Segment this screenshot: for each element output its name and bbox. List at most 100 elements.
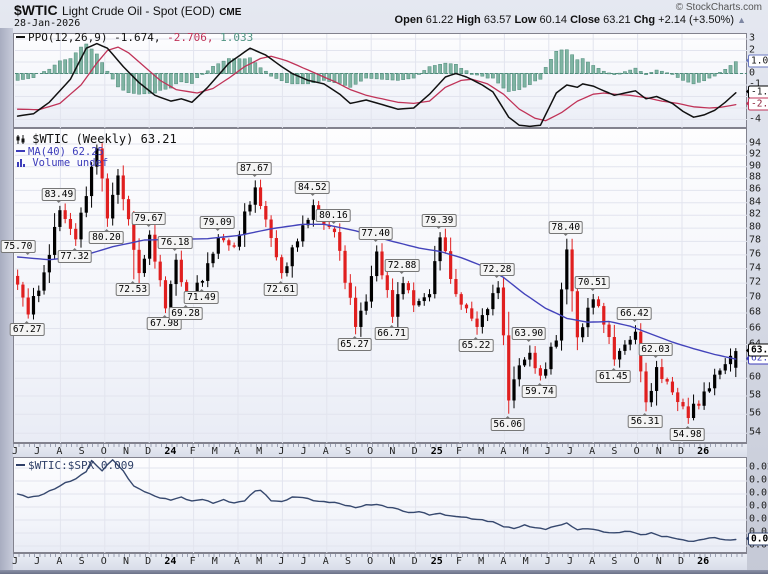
y-axis-tick-label: 88 (749, 171, 762, 183)
pointer-icon (399, 270, 406, 274)
pointer-icon (494, 275, 501, 279)
price-label: 67.27 (9, 320, 45, 336)
chg-label: Chg (633, 14, 656, 26)
x-axis-month-label: M (211, 556, 218, 567)
price-label: 72.53 (115, 281, 151, 297)
x-axis-month-label: O (100, 446, 107, 457)
x-axis-month-label: D (145, 446, 152, 457)
price-label: 77.40 (358, 227, 394, 243)
current-value-box: -2.706 (746, 97, 768, 111)
pointer-icon (743, 535, 749, 542)
symbol: $WTIC (14, 2, 58, 18)
x-axis-month-label: 25 (430, 446, 443, 457)
y-axis-tick-label: 78 (749, 234, 762, 246)
x-axis-month-label: N (389, 446, 396, 457)
x-axis-month-label: D (145, 556, 152, 567)
high-value: 63.57 (483, 14, 512, 26)
pointer-icon (743, 100, 749, 107)
price-label: 72.61 (263, 280, 298, 296)
pointer-icon (536, 382, 543, 386)
x-axis-month-label: A (233, 446, 241, 457)
current-value-box: 63.21 (746, 343, 768, 357)
main-chart-canvas (15, 129, 747, 444)
x-axis-month-label: N (655, 446, 662, 457)
pointer-icon (525, 339, 532, 343)
x-axis-month-label: M (256, 446, 263, 457)
y-axis-tick-label: 58 (749, 389, 762, 401)
x-axis-month-label: J (11, 556, 19, 567)
pointer-icon (330, 221, 337, 225)
y-axis-tick-label: 90 (749, 160, 762, 172)
x-axis-month-label: F (189, 446, 196, 457)
x-axis-month-label: S (78, 556, 85, 567)
x-axis-month-label: A (56, 556, 63, 567)
y-axis-tick-label: 68 (749, 306, 762, 318)
open-label: Open (394, 14, 423, 26)
price-label: 69.28 (168, 305, 203, 321)
y-axis-tick-label: 60 (749, 371, 762, 383)
x-axis-month-label: 26 (697, 556, 710, 567)
ppo-indicator-panel (13, 33, 747, 129)
x-axis-month-label: 24 (164, 556, 177, 567)
x-axis-month-label: A (500, 446, 507, 457)
main-legend-close: 63.21 (140, 132, 177, 146)
y-axis-tick-label: 0.014 (749, 500, 768, 512)
volume-legend: Volume undef (16, 157, 108, 169)
x-axis-month-label: D (677, 446, 685, 457)
price-label: 84.52 (295, 181, 330, 197)
pointer-icon (372, 239, 379, 243)
chart-date: 28-Jan-2026 (14, 18, 81, 29)
y-axis-tick-label: 0.016 (749, 487, 768, 499)
ppo-hist-value: 1.033 (220, 31, 254, 44)
ratio-line-swatch-icon (16, 464, 25, 466)
y-axis-tick-label: 70 (749, 291, 762, 303)
x-axis-month-label: N (389, 556, 396, 567)
y-axis-tick-label: 74 (749, 262, 762, 274)
price-label: 79.39 (421, 214, 457, 230)
weekly-tick-marks (13, 554, 747, 557)
price-label: 59.74 (522, 382, 557, 398)
x-axis-month-label: S (611, 556, 618, 567)
y-axis-tick-label: 66 (749, 322, 762, 334)
y-axis-tick-label: 3 (749, 32, 756, 44)
exchange: CME (219, 7, 242, 18)
x-axis-strip-top: J J A S O N D 24 F M A M J J A S O N D 25 F M A M J J A S O N D 26 (12, 443, 747, 458)
price-label: 71.49 (184, 288, 219, 304)
y-axis-tick-label: -1 (749, 78, 762, 90)
pointer-icon (473, 336, 480, 340)
y-axis-tick-label: 76 (749, 248, 762, 260)
x-axis-month-label: D (411, 446, 418, 457)
high-label: High (456, 14, 481, 26)
pointer-icon (71, 247, 78, 251)
x-axis-month-label: J (300, 446, 307, 457)
pointer-icon (55, 199, 62, 203)
x-axis-month-label: A (56, 446, 63, 457)
x-axis-month-label: S (344, 556, 352, 567)
x-axis-month-label: M (211, 446, 218, 457)
open-value: 61.22 (425, 14, 454, 26)
x-axis-month-label: M (478, 446, 485, 457)
x-axis-month-label: F (455, 556, 463, 567)
price-label: 72.88 (384, 258, 420, 274)
y-axis-tick-label: 92 (749, 148, 762, 160)
price-label: 80.20 (89, 228, 124, 244)
x-axis-month-label: J (544, 446, 551, 457)
x-axis-month-label: F (189, 556, 196, 567)
x-axis-month-label: J (34, 556, 41, 567)
price-label: 67.98 (147, 315, 182, 331)
pointer-icon (684, 425, 691, 429)
up-arrow-icon: ▲ (737, 15, 746, 25)
x-axis-month-label: J (11, 446, 19, 457)
x-axis-month-label: N (655, 556, 662, 567)
close-value: 63.21 (603, 14, 631, 26)
price-label: 56.06 (490, 415, 526, 431)
window-bottom-edge (0, 570, 768, 574)
pointer-icon (610, 367, 617, 371)
x-axis-month-label: M (478, 556, 485, 567)
x-axis-month-label: A (589, 556, 596, 567)
price-label: 75.70 (0, 239, 36, 255)
x-axis-month-label: A (322, 556, 329, 567)
pointer-icon (642, 413, 649, 417)
pointer-icon (198, 288, 205, 292)
